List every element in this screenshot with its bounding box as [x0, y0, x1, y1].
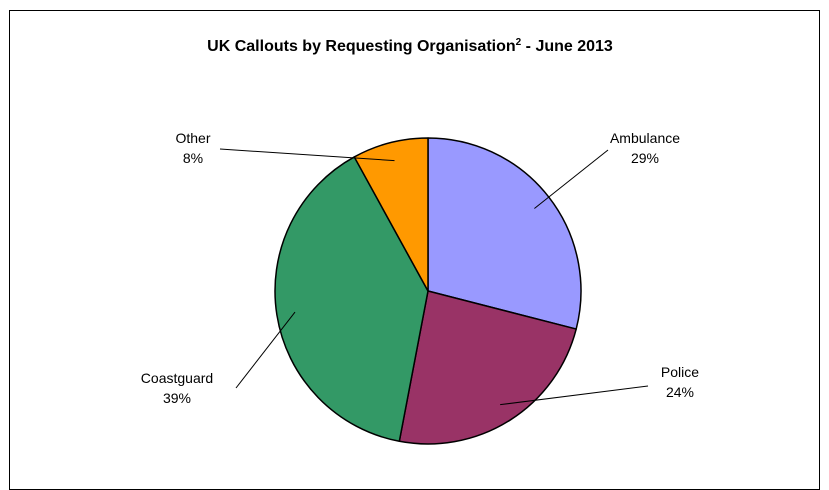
leader-line-coastguard — [235, 311, 296, 389]
chart-title-superscript: 2 — [516, 37, 522, 48]
slice-value-police: 24% — [666, 384, 694, 400]
slice-label-coastguard: Coastguard — [141, 370, 213, 386]
slice-value-coastguard: 39% — [163, 390, 191, 406]
pie-slices — [274, 137, 582, 445]
slice-label-ambulance: Ambulance — [610, 130, 680, 146]
leader-line-other — [219, 148, 395, 162]
slice-police — [398, 290, 577, 445]
slice-coastguard — [274, 156, 429, 443]
pie-chart: UK Callouts by Requesting Organisation2 … — [141, 37, 699, 445]
chart-title-main: UK Callouts by Requesting Organisation — [207, 38, 515, 55]
chart-title-suffix: - June 2013 — [521, 38, 613, 55]
leader-line-police — [500, 385, 649, 406]
chart-title: UK Callouts by Requesting Organisation2 … — [207, 37, 613, 55]
slice-other — [353, 137, 429, 292]
slice-value-ambulance: 29% — [631, 150, 659, 166]
slice-label-police: Police — [661, 364, 699, 380]
slice-label-other: Other — [175, 130, 210, 146]
leader-lines — [219, 148, 649, 406]
slice-value-other: 8% — [183, 150, 203, 166]
leader-line-ambulance — [534, 149, 609, 209]
